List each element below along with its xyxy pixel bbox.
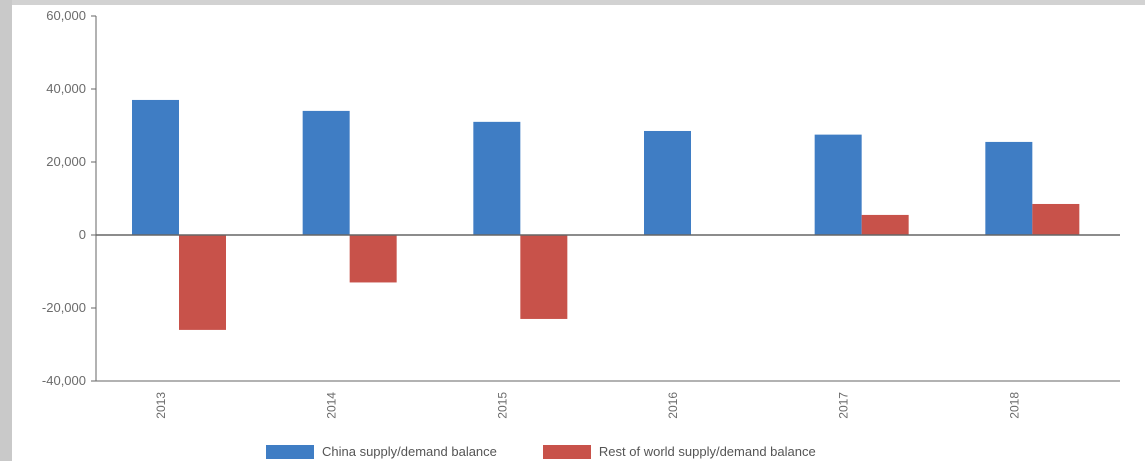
y-tick-label: -40,000 xyxy=(42,373,86,388)
x-category-label: 2016 xyxy=(666,392,680,419)
x-category-label: 2018 xyxy=(1007,392,1021,419)
legend-item-china: China supply/demand balance xyxy=(266,444,497,459)
legend-label-china: China supply/demand balance xyxy=(322,444,497,459)
bar-rest-of-world xyxy=(520,235,568,319)
bar-china xyxy=(302,110,350,235)
legend-swatch-china xyxy=(266,444,314,459)
bar-rest-of-world xyxy=(179,235,226,330)
y-tick-label: 20,000 xyxy=(46,154,86,169)
x-category-label: 2013 xyxy=(154,392,168,419)
bar-china xyxy=(644,130,691,235)
legend-swatch-rest-of-world xyxy=(542,444,591,459)
y-tick-label: -20,000 xyxy=(42,300,86,315)
y-tick-label: 0 xyxy=(79,227,86,242)
bar-china xyxy=(985,141,1033,235)
y-tick-label: 60,000 xyxy=(46,8,86,23)
bar-rest-of-world xyxy=(349,235,397,283)
x-category-label: 2014 xyxy=(325,392,339,419)
bar-china xyxy=(132,99,179,235)
bar-rest-of-world xyxy=(1032,203,1080,235)
y-tick-label: 40,000 xyxy=(46,81,86,96)
x-category-label: 2017 xyxy=(837,392,851,419)
legend-item-rest-of-world: Rest of world supply/demand balance xyxy=(542,444,816,459)
chart-legend: China supply/demand balance Rest of worl… xyxy=(266,444,862,459)
frame-left-border xyxy=(0,0,12,461)
bar-rest-of-world xyxy=(861,214,909,235)
legend-label-rest-of-world: Rest of world supply/demand balance xyxy=(598,444,816,459)
bar-china xyxy=(814,134,862,235)
x-category-label: 2015 xyxy=(495,392,509,419)
bar-china xyxy=(473,121,521,235)
frame-top-border xyxy=(0,0,1145,5)
